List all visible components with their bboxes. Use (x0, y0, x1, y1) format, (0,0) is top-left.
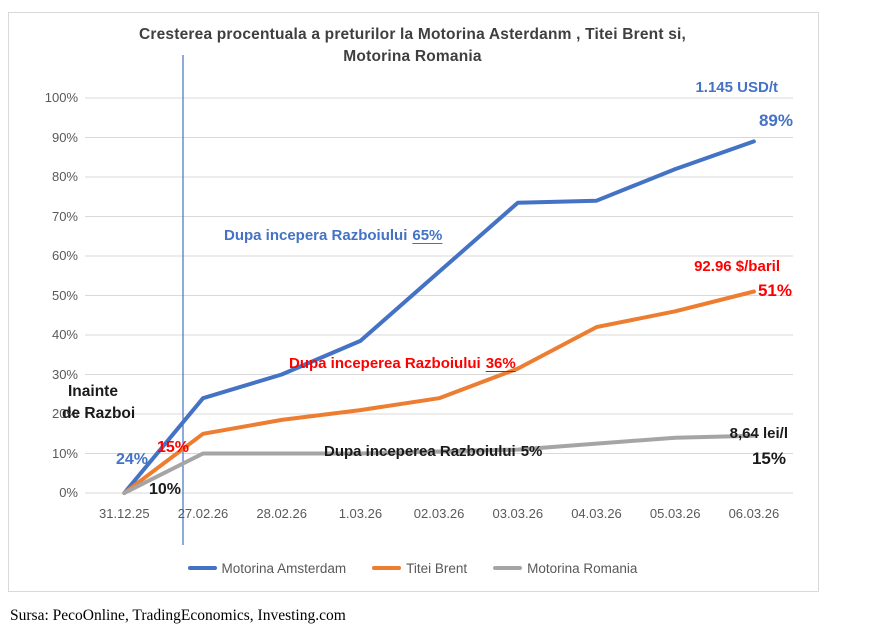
annotation-final-pct-amsterdam: 89% (758, 111, 793, 130)
y-axis-tick-label: 10% (51, 445, 78, 461)
annotation-afterwar-brent: Dupa inceperea Razboiului 36% (289, 355, 516, 372)
y-axis-tick-label: 20% (51, 406, 78, 421)
annotation-afterwar-romania-value: 5% (520, 443, 543, 460)
y-axis-tick-label: 90% (51, 129, 78, 145)
x-axis-tick-label: 02.03.26 (413, 506, 465, 521)
annotation-final-price-amsterdam: 1.145 USD/t (695, 79, 778, 96)
y-axis-tick-label: 80% (51, 169, 78, 184)
y-axis-tick-label: 0% (59, 485, 78, 500)
legend-label: Motorina Romania (527, 560, 638, 576)
legend-swatch (493, 566, 523, 570)
y-axis-tick-label: 40% (51, 327, 78, 342)
annotation-afterwar-amsterdam-value: 65% (412, 227, 443, 244)
annotation-before-war: Inainte de Razboi (62, 381, 135, 425)
y-axis-tick-label: 70% (51, 208, 78, 224)
x-axis-tick-label: 27.02.26 (177, 506, 229, 521)
annotation-afterwar-amsterdam: Dupa incepera Razboiului 65% (224, 227, 442, 244)
chart-legend: Motorina Amsterdam Titei Brent Motorina Ro… (8, 556, 817, 580)
legend-label: Titei Brent (406, 560, 468, 576)
legend-item: Motorina Amsterdam (187, 560, 347, 576)
legend-label: Motorina Amsterdam (221, 560, 347, 576)
annotation-afterwar-brent-value: 36% (485, 355, 516, 372)
x-axis-tick-label: 05.03.26 (649, 506, 701, 521)
y-axis-tick-label: 60% (51, 248, 78, 263)
x-axis-tick-label: 04.03.26 (571, 506, 622, 521)
annotation-afterwar-romania-text: Dupa inceperea Razboiului (324, 443, 516, 460)
annotation-final-price-brent: 92.96 $/baril (694, 258, 780, 275)
legend-item: Motorina Romania (493, 561, 637, 576)
annotation-afterwar-brent-text: Dupa inceperea Razboiului (289, 355, 481, 372)
legend-swatch (372, 566, 402, 570)
annotation-afterwar-amsterdam-text: Dupa incepera Razboiului (224, 227, 408, 244)
annotation-before-war-line1: Inainte (68, 383, 118, 400)
y-axis-tick-label: 50% (51, 287, 78, 303)
annotation-final-pct-romania: 15% (751, 449, 786, 468)
x-axis-tick-label: 28.02.26 (256, 506, 307, 521)
annotation-prewar-romania: 10% (149, 481, 182, 498)
chart-title: Cresterea procentuala a preturilor la Mo… (8, 24, 817, 68)
chart-title-line2: Motorina Romania (343, 48, 482, 65)
annotation-prewar-amsterdam: 24% (116, 451, 149, 468)
x-axis-tick-label: 03.03.26 (492, 506, 544, 521)
chart-title-line1: Cresterea procentuala a preturilor la Mo… (138, 26, 687, 43)
x-axis-tick-label: 06.03.26 (728, 506, 780, 521)
annotation-final-pct-brent: 51% (757, 281, 792, 300)
y-axis-tick-label: 100% (44, 90, 78, 105)
source-text: Sursa: PecoOnline, TradingEconomics, Inv… (10, 607, 346, 624)
y-axis-tick-label: 30% (51, 366, 78, 382)
chart-container (8, 12, 819, 592)
annotation-prewar-brent: 15% (157, 439, 190, 456)
x-axis-tick-label: 31.12.25 (98, 506, 150, 521)
legend-item: Titei Brent (372, 561, 467, 576)
annotation-afterwar-romania: Dupa inceperea Razboiului 5% (324, 443, 542, 460)
annotation-before-war-line2: de Razboi (62, 405, 136, 422)
legend-swatch (187, 566, 217, 570)
x-axis-tick-label: 1.03.26 (338, 506, 383, 521)
annotation-final-price-romania: 8,64 lei/l (729, 425, 788, 442)
